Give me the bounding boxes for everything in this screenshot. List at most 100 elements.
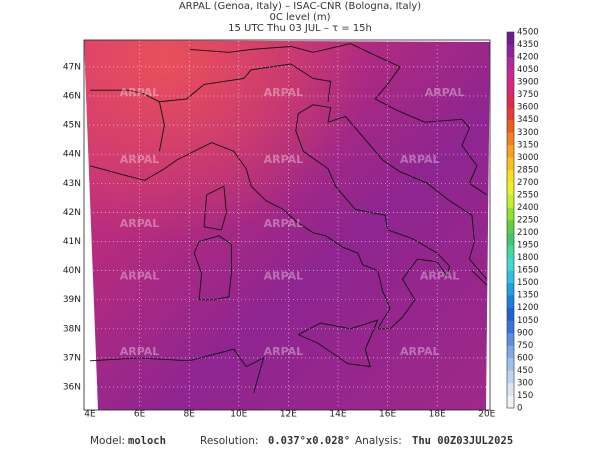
watermark: ARPAL [264,86,304,99]
colorbar-label: 0 [517,404,522,414]
colorbar-segment [507,94,514,108]
coastline [228,43,488,196]
colorbar-segment [507,207,514,221]
colorbar-segment [507,44,514,58]
colorbar-segment [507,107,514,121]
colorbar-label: 300 [517,378,533,388]
colorbar-segment [507,395,514,409]
lon-label: 8E [183,410,195,420]
lat-label: 44N [63,150,81,160]
coastline [203,185,227,231]
footer-value: Thu 00Z03JUL2025 [412,435,513,447]
header-line: ARPAL (Genoa, Italy) – ISAC-CNR (Bologna… [179,1,421,12]
footer-value: 0.037°x0.028° [268,435,350,447]
watermark: ARPAL [120,345,160,358]
colorbar-segment [507,119,514,133]
frame [83,39,491,411]
colorbar-segment [507,132,514,146]
colorbar-label: 150 [517,391,533,401]
lon-label: 16E [379,410,396,420]
colorbar-segment [507,220,514,233]
watermark: ARPAL [400,345,440,358]
watermark: ARPAL [120,217,160,230]
colorbar-segment [507,245,514,258]
coastline [298,319,379,368]
colorbar-segment [507,157,514,171]
colorbar-segment [507,357,514,371]
colorbar-segment [507,194,514,208]
lat-label: 41N [63,237,81,247]
watermark: ARPAL [425,86,465,99]
lat-label: 46N [63,92,81,102]
colorbar-segment [507,282,514,296]
coastline [90,89,160,103]
colorbar-segment [507,69,514,83]
lat-label: 42N [63,208,81,218]
lat-label: 38N [63,324,81,334]
colorbar-label: 3000 [517,153,539,163]
coastline [158,63,332,152]
colorbar-label: 2850 [517,165,539,175]
colorbar-segment [507,332,514,346]
colorbar-segment [507,320,514,334]
footer-label: Model: [90,435,125,447]
colorbar-label: 4200 [517,53,539,63]
colorbar-label: 3300 [517,128,539,138]
lon-label: 6E [134,410,146,420]
colorbar-label: 2100 [517,228,539,238]
footer-label: Resolution: [200,435,258,447]
colorbar-segment [507,82,514,95]
colorbar-label: 1350 [517,291,539,301]
lat-label: 45N [63,121,81,131]
colorbar-label: 750 [517,341,533,351]
colorbar-label: 4350 [517,40,539,50]
colorbar-label: 900 [517,328,533,338]
colorbar-label: 1650 [517,266,539,276]
colorbar-frame [506,31,515,409]
colorbar-label: 3450 [517,115,539,125]
lat-label: 40N [63,266,81,276]
colorbar-label: 3600 [517,103,539,113]
coastline [89,104,488,330]
watermark: ARPAL [400,153,440,166]
watermark: ARPAL [120,86,160,99]
lon-label: 4E [84,410,96,420]
colorbar-label: 600 [517,353,533,363]
colorbar-segment [507,169,514,183]
header-line: 0C level (m) [269,12,330,23]
colorbar-segment [507,270,514,283]
watermark: ARPAL [264,153,304,166]
header-line: 15 UTC Thu 03 JUL – τ = 15h [228,23,372,34]
lat-label: 47N [63,62,81,72]
colorbar-label: 4050 [517,65,539,75]
colorbar-segment [507,345,514,359]
colorbar-label: 1950 [517,241,539,251]
colorbar-segment [507,370,514,384]
colorbar-segment [507,382,514,396]
footer-label: Analysis: [355,435,402,447]
colorbar-segment [507,32,514,45]
coastline [189,48,229,53]
colorbar-segment [507,182,514,196]
colorbar-label: 2700 [517,178,539,188]
colorbar-label: 2250 [517,216,539,226]
colorbar-segment [507,307,514,321]
watermark: ARPAL [264,217,304,230]
colorbar-label: 1800 [517,253,539,263]
colorbar-segment [507,144,514,158]
colorbar-label: 3150 [517,140,539,150]
colorbar-label: 2550 [517,190,539,200]
footer-value: moloch [128,435,166,447]
watermark: ARPAL [264,345,304,358]
colorbar-label: 3900 [517,78,539,88]
lon-label: 10E [230,410,247,420]
lon-label: 14E [329,410,346,420]
coastline [193,235,232,301]
colorbar-segment [507,257,514,271]
colorbar-label: 3750 [517,90,539,100]
watermark: ARPAL [420,269,460,282]
colorbar-label: 1200 [517,303,539,313]
lon-label: 18E [429,410,446,420]
